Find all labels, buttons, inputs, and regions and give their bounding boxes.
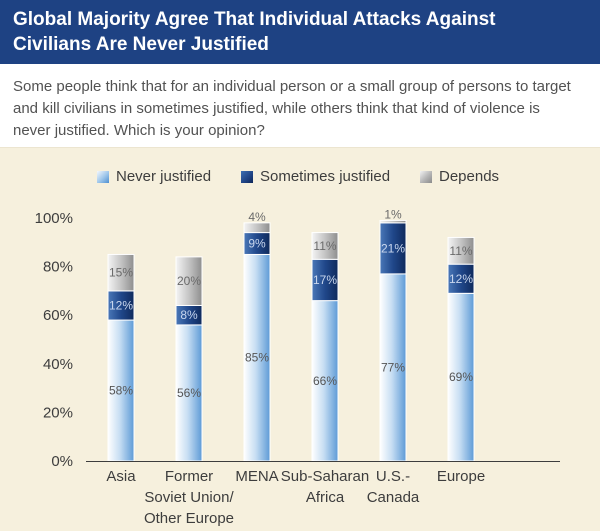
legend-sometimes-justified: Sometimes justified	[241, 168, 390, 185]
bar-stack: 85% 9% 4%	[243, 210, 271, 462]
question-line-1: Some people think that for an individual…	[13, 78, 571, 95]
y-tick-label: 100%	[35, 210, 73, 227]
question-line-3: never justified. Which is your opinion?	[13, 122, 265, 139]
depends-swatch	[420, 170, 432, 183]
legend-depends: Depends	[420, 168, 499, 185]
bar-stack: 77% 21% 1%	[379, 207, 407, 462]
y-axis: 0% 20% 40% 60% 80% 100%	[35, 210, 73, 470]
bar-segment-sometimes	[311, 258, 339, 302]
data-label-depends: 11%	[449, 244, 472, 258]
data-label-sometimes: 12%	[109, 298, 133, 312]
bar-segment-depends	[379, 219, 407, 224]
y-tick-label: 0%	[51, 453, 73, 470]
data-label-never: 85%	[245, 351, 269, 365]
x-category-label: Asia	[106, 468, 136, 485]
bar-stack: 58% 12% 15%	[107, 253, 135, 462]
data-label-sometimes: 17%	[313, 273, 337, 287]
data-label-depends: 4%	[248, 210, 266, 224]
stacked-bar-chart: 0% 20% 40% 60% 80% 100% 58% 12% 15% 56% 8% 20% 85% 9…	[35, 207, 560, 527]
data-label-depends: 11%	[313, 239, 336, 253]
question-line-2: and kill civilians in sometimes justifie…	[13, 100, 540, 117]
data-label-sometimes: 8%	[180, 308, 198, 322]
bar-segment-sometimes	[107, 290, 135, 321]
y-tick-label: 80%	[43, 259, 73, 276]
data-label-depends: 15%	[109, 266, 133, 280]
legend-label-sometimes: Sometimes justified	[260, 168, 391, 185]
title-bar: Global Majority Agree That Individual At…	[0, 0, 600, 64]
bar-segment-never	[447, 292, 475, 462]
sometimes-justified-swatch	[241, 170, 253, 183]
data-label-never: 58%	[109, 384, 133, 398]
chart-title-line-2: Civilians Are Never Justified	[13, 34, 269, 55]
y-tick-label: 40%	[43, 356, 73, 373]
data-label-never: 69%	[449, 370, 473, 384]
x-category-label: MENA	[235, 468, 278, 485]
chart-legend: Never justified Sometimes justified Depe…	[0, 168, 600, 190]
bar-stack: 56% 8% 20%	[175, 256, 203, 462]
bar-segment-depends	[175, 256, 203, 306]
bar-stack: 69% 12% 11%	[447, 236, 475, 462]
legend-label-depends: Depends	[439, 168, 500, 185]
chart-title: Global Majority Agree That Individual At…	[13, 7, 588, 57]
bar-segment-never	[175, 324, 203, 462]
y-tick-label: 20%	[43, 404, 73, 421]
bar-segment-never	[311, 300, 339, 462]
x-category-label: Former Soviet Union/Other Europe	[144, 468, 234, 527]
x-category-label: U.S.-Canada	[367, 468, 420, 506]
data-label-depends: 20%	[177, 274, 201, 288]
data-label-sometimes: 9%	[248, 237, 266, 251]
bar-segment-depends	[243, 222, 271, 234]
bar-segment-never	[107, 319, 135, 462]
bar-stack: 66% 17% 11%	[311, 232, 339, 462]
y-tick-label: 60%	[43, 307, 73, 324]
bar-segment-depends	[311, 232, 339, 260]
bar-segment-never	[379, 273, 407, 462]
data-label-sometimes: 21%	[381, 241, 405, 255]
bars: 58% 12% 15% 56% 8% 20% 85% 9% 4% 66% 17% 11% 77% 21% 1…	[107, 207, 475, 462]
x-category-label: Sub-Saharan Africa	[281, 468, 369, 506]
bar-segment-sometimes	[447, 263, 475, 294]
chart-title-line-1: Global Majority Agree That Individual At…	[13, 9, 496, 30]
data-label-depends: 1%	[384, 207, 402, 221]
survey-question: Some people think that for an individual…	[0, 64, 600, 148]
legend-never-justified: Never justified	[97, 168, 211, 185]
bar-segment-sometimes	[379, 222, 407, 275]
data-label-never: 56%	[177, 386, 201, 400]
bar-segment-depends	[107, 253, 135, 292]
data-label-never: 66%	[313, 374, 337, 388]
x-category-label: Europe	[437, 468, 485, 485]
legend-label-never: Never justified	[116, 168, 212, 185]
data-label-never: 77%	[381, 360, 405, 374]
never-justified-swatch	[97, 170, 109, 183]
bar-segment-depends	[447, 236, 475, 265]
data-label-sometimes: 12%	[449, 272, 473, 286]
